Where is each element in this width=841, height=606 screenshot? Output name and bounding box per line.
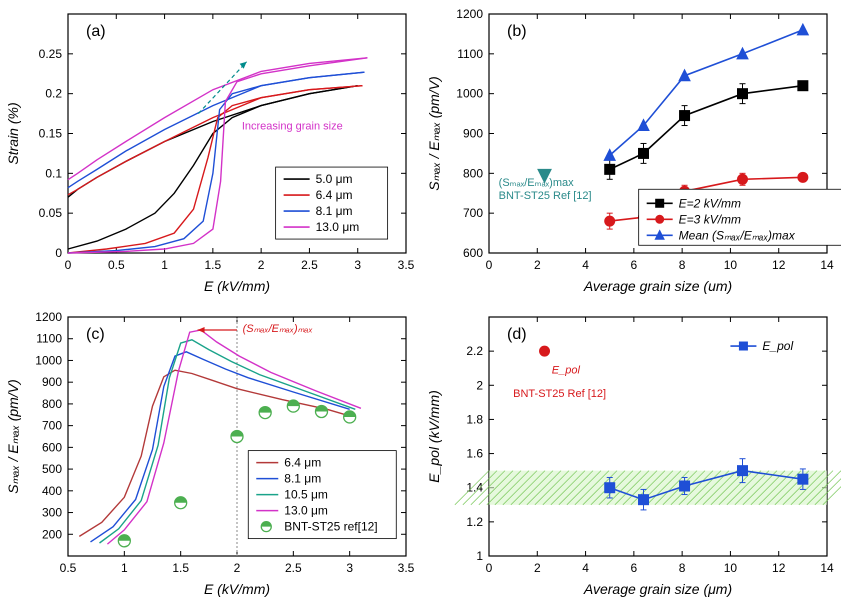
svg-text:600: 600 [42,440,62,454]
svg-text:500: 500 [42,462,62,476]
svg-text:200: 200 [42,527,62,541]
svg-text:1.5: 1.5 [172,561,189,575]
svg-text:1000: 1000 [456,87,483,101]
svg-text:E_pol: E_pol [762,339,793,353]
svg-text:Average grain size (um): Average grain size (um) [582,278,731,294]
svg-text:Increasing grain size: Increasing grain size [242,121,343,133]
svg-text:BNT-ST25 Ref [12]: BNT-ST25 Ref [12] [498,190,591,202]
svg-text:(b): (b) [507,23,527,40]
svg-text:6: 6 [630,258,637,272]
svg-text:Mean (Sₘₐₓ/Eₘₐₓ)max: Mean (Sₘₐₓ/Eₘₐₓ)max [678,228,795,242]
svg-text:1.6: 1.6 [466,447,483,461]
svg-text:1: 1 [121,561,128,575]
svg-text:3.5: 3.5 [398,258,415,272]
svg-text:10.5 μm: 10.5 μm [284,488,328,502]
svg-text:3: 3 [354,258,361,272]
svg-text:0.1: 0.1 [45,166,62,180]
svg-text:600: 600 [462,246,482,260]
svg-text:2: 2 [234,561,241,575]
svg-text:300: 300 [42,506,62,520]
svg-text:1.5: 1.5 [205,258,222,272]
svg-text:4: 4 [582,258,589,272]
panel-a: 0 0.5 1 1.5 2 2.5 3 3.5 0 0.05 0.1 0.15 0.2 0.25 E (kV… [0,0,421,303]
svg-text:(a): (a) [86,23,106,40]
svg-text:6.4 μm: 6.4 μm [284,456,321,470]
panel-c: 0.5 1 1.5 2 2.5 3 3.5 200 300 400 500 600 700 800 900 1… [0,303,421,606]
svg-text:6.4 μm: 6.4 μm [316,188,353,202]
panel-b: 0 2 4 6 8 10 12 14 600 700 800 900 1000 1100 1200 Avera… [421,0,841,303]
svg-text:0: 0 [65,258,72,272]
svg-text:1.2: 1.2 [466,515,483,529]
svg-text:13.0 μm: 13.0 μm [284,504,328,518]
svg-text:BNT-ST25 ref[12]: BNT-ST25 ref[12] [284,520,377,534]
svg-text:14: 14 [820,258,834,272]
svg-text:2.2: 2.2 [466,344,483,358]
svg-text:E=3 kV/mm: E=3 kV/mm [678,212,740,226]
svg-text:E=2 kV/mm: E=2 kV/mm [678,196,740,210]
svg-text:3: 3 [346,561,353,575]
svg-text:1000: 1000 [35,353,62,367]
svg-text:13.0 μm: 13.0 μm [316,220,360,234]
svg-text:400: 400 [42,484,62,498]
svg-text:E (kV/mm): E (kV/mm) [204,581,270,597]
svg-text:800: 800 [42,397,62,411]
svg-text:0.5: 0.5 [108,258,125,272]
svg-text:0: 0 [485,258,492,272]
svg-text:0: 0 [485,561,492,575]
svg-text:12: 12 [772,561,786,575]
svg-text:1200: 1200 [35,310,62,324]
svg-text:Sₘₐₓ / Eₘₐₓ (pm/V): Sₘₐₓ / Eₘₐₓ (pm/V) [426,76,442,190]
svg-text:1: 1 [161,258,168,272]
svg-text:0.25: 0.25 [39,47,63,61]
svg-text:3.5: 3.5 [398,561,415,575]
panel-d: 0246810121411.21.41.61.822.2Average grai… [421,303,841,606]
svg-text:2: 2 [533,258,540,272]
svg-text:Average grain size (μm): Average grain size (μm) [582,581,731,597]
svg-text:900: 900 [462,127,482,141]
svg-text:2: 2 [533,561,540,575]
svg-text:700: 700 [462,206,482,220]
svg-text:5.0 μm: 5.0 μm [316,172,353,186]
svg-text:(Sₘₐₓ/Eₘₐₓ)max: (Sₘₐₓ/Eₘₐₓ)max [498,177,573,189]
svg-text:700: 700 [42,419,62,433]
svg-text:1100: 1100 [36,332,62,346]
svg-text:8.1 μm: 8.1 μm [284,472,321,486]
svg-text:E (kV/mm): E (kV/mm) [204,278,270,294]
svg-text:2.5: 2.5 [301,258,318,272]
svg-text:4: 4 [582,561,589,575]
svg-text:(d): (d) [507,326,527,343]
svg-text:8: 8 [678,258,685,272]
svg-text:Strain (%): Strain (%) [5,102,21,164]
svg-text:14: 14 [820,561,834,575]
svg-text:(Sₘₐₓ/Eₘₐₓ)ₘₐₓ: (Sₘₐₓ/Eₘₐₓ)ₘₐₓ [243,323,313,335]
svg-text:1200: 1200 [456,7,483,21]
svg-text:8: 8 [678,561,685,575]
figure-grid: 0 0.5 1 1.5 2 2.5 3 3.5 0 0.05 0.1 0.15 0.2 0.25 E (kV… [0,0,841,606]
svg-text:E_pol: E_pol [551,364,580,376]
svg-text:1: 1 [476,549,483,563]
svg-text:Sₘₐₓ / Eₘₐₓ (pm/V): Sₘₐₓ / Eₘₐₓ (pm/V) [5,379,21,493]
svg-text:E_pol (kV/mm): E_pol (kV/mm) [426,390,442,483]
svg-text:2: 2 [258,258,265,272]
svg-text:BNT-ST25 Ref [12]: BNT-ST25 Ref [12] [513,388,606,400]
svg-text:8.1 μm: 8.1 μm [316,204,353,218]
svg-text:2: 2 [476,378,483,392]
svg-text:800: 800 [462,166,482,180]
svg-text:10: 10 [723,561,737,575]
svg-text:0.15: 0.15 [39,127,63,141]
svg-text:0: 0 [55,246,62,260]
svg-text:(c): (c) [86,326,105,343]
svg-text:0.5: 0.5 [60,561,77,575]
svg-text:0.2: 0.2 [45,87,62,101]
svg-text:6: 6 [630,561,637,575]
svg-text:12: 12 [772,258,786,272]
svg-text:10: 10 [723,258,737,272]
svg-text:1100: 1100 [457,47,483,61]
svg-text:0.05: 0.05 [39,206,63,220]
svg-text:1.8: 1.8 [466,412,483,426]
svg-text:900: 900 [42,375,62,389]
svg-text:2.5: 2.5 [285,561,302,575]
